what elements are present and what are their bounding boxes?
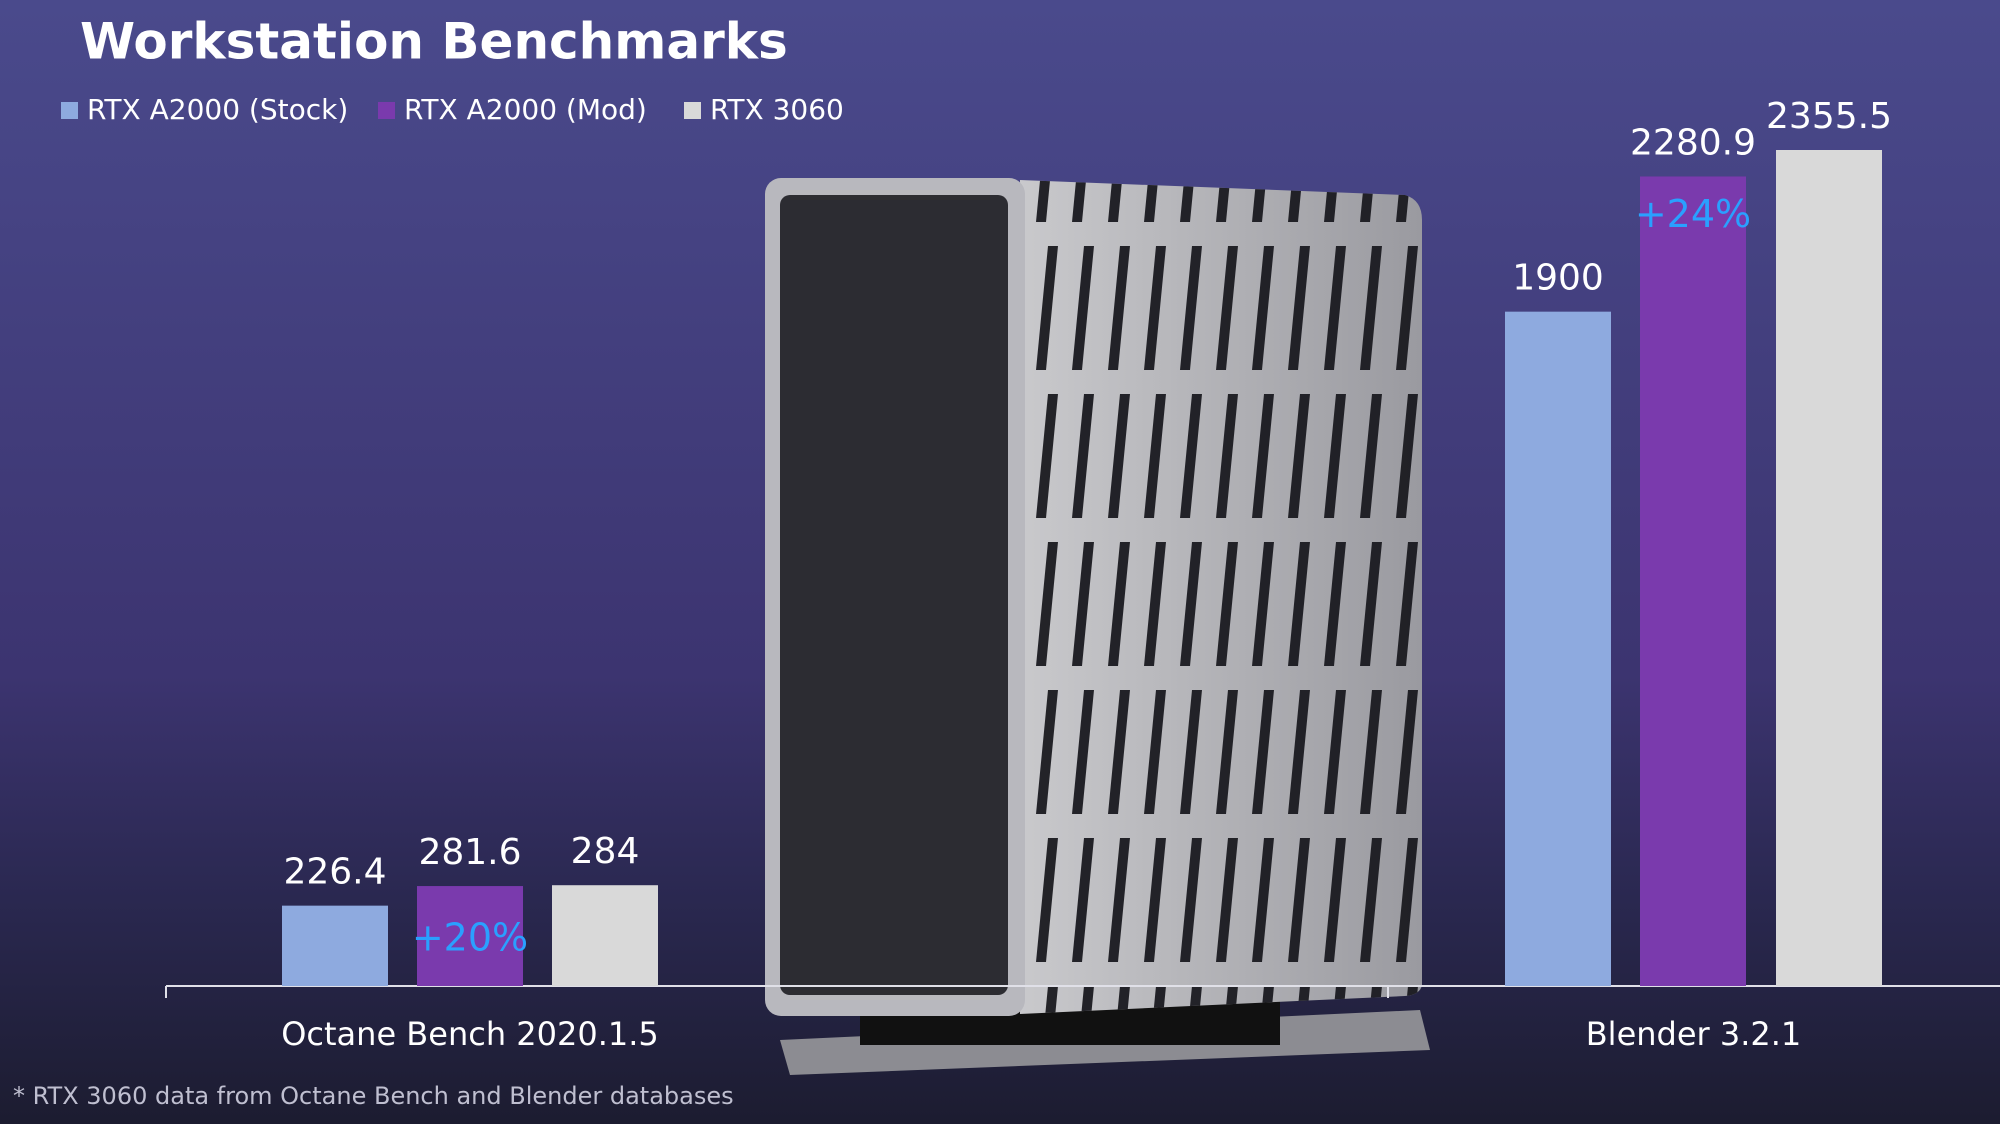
legend-swatch bbox=[684, 102, 701, 119]
legend-swatch bbox=[61, 102, 78, 119]
bar bbox=[1640, 176, 1746, 987]
legend-label: RTX 3060 bbox=[710, 93, 844, 126]
data-label: 226.4 bbox=[283, 852, 386, 893]
data-label: 2355.5 bbox=[1766, 96, 1892, 137]
chart-title: Workstation Benchmarks bbox=[80, 13, 788, 71]
x-tick-label: Blender 3.2.1 bbox=[1586, 1015, 1802, 1053]
mini-pc-photo bbox=[765, 178, 1430, 1075]
bar bbox=[1776, 150, 1882, 986]
bar bbox=[1505, 311, 1611, 986]
annotation: +20% bbox=[412, 916, 528, 960]
footnote: * RTX 3060 data from Octane Bench and Bl… bbox=[13, 1082, 734, 1110]
data-label: 281.6 bbox=[418, 832, 521, 873]
data-label: 1900 bbox=[1512, 258, 1604, 299]
annotation: +24% bbox=[1635, 192, 1751, 236]
data-label: 2280.9 bbox=[1630, 122, 1756, 163]
x-tick-label: Octane Bench 2020.1.5 bbox=[281, 1015, 659, 1053]
legend-label: RTX A2000 (Mod) bbox=[404, 93, 647, 126]
bar bbox=[552, 885, 658, 986]
legend-swatch bbox=[378, 102, 395, 119]
bar bbox=[417, 886, 523, 986]
bar bbox=[282, 905, 388, 986]
data-label: 284 bbox=[571, 831, 640, 872]
legend-label: RTX A2000 (Stock) bbox=[87, 93, 348, 126]
